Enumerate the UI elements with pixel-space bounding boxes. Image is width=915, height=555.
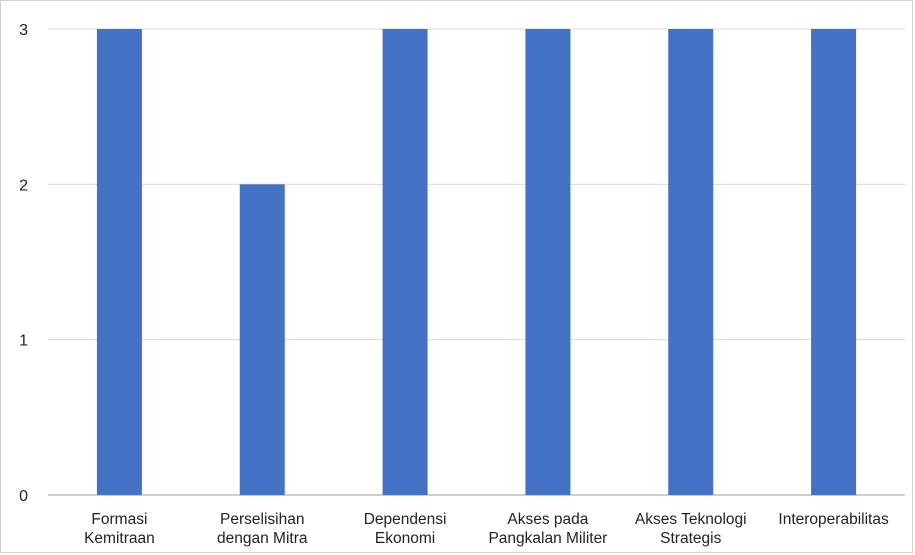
x-category-label-line: Interoperabilitas bbox=[778, 511, 889, 528]
bar bbox=[811, 29, 857, 495]
x-category-label: Akses Teknologi Strategis bbox=[635, 511, 747, 547]
x-category-label-line: dengan Mitra bbox=[217, 530, 308, 547]
x-category-label-line: Pangkalan Militer bbox=[488, 530, 607, 547]
y-tick-label: 3 bbox=[19, 22, 28, 39]
x-category-label-line: Perselisihan bbox=[220, 511, 304, 528]
x-axis-labels: Formasi Kemitraan Perselisihan dengan Mitra… bbox=[84, 511, 889, 547]
bar bbox=[382, 29, 428, 495]
bar bbox=[525, 29, 571, 495]
y-axis-ticks: 0 1 2 3 bbox=[19, 22, 28, 505]
bar bbox=[668, 29, 714, 495]
x-category-label-line: Ekonomi bbox=[375, 530, 435, 547]
x-category-label-line: Kemitraan bbox=[84, 530, 155, 547]
x-category-label: Akses pada Pangkalan Militer bbox=[488, 511, 607, 547]
y-tick-label: 2 bbox=[19, 177, 28, 194]
y-tick-label: 0 bbox=[19, 488, 28, 505]
x-category-label-line: Strategis bbox=[660, 530, 721, 547]
x-category-label: Interoperabilitas bbox=[778, 511, 889, 528]
x-category-label: Formasi Kemitraan bbox=[84, 511, 155, 547]
x-category-label-line: Akses pada bbox=[507, 511, 588, 528]
y-tick-label: 1 bbox=[19, 333, 28, 350]
bars bbox=[96, 29, 857, 496]
x-category-label-line: Formasi bbox=[91, 511, 147, 528]
x-category-label: Perselisihan dengan Mitra bbox=[217, 511, 308, 547]
x-category-label-line: Dependensi bbox=[364, 511, 447, 528]
bar bbox=[239, 184, 285, 496]
bar bbox=[96, 29, 142, 495]
gridlines bbox=[48, 28, 905, 496]
x-category-label-line: Akses Teknologi bbox=[635, 511, 747, 528]
x-category-label: Dependensi Ekonomi bbox=[364, 511, 447, 547]
